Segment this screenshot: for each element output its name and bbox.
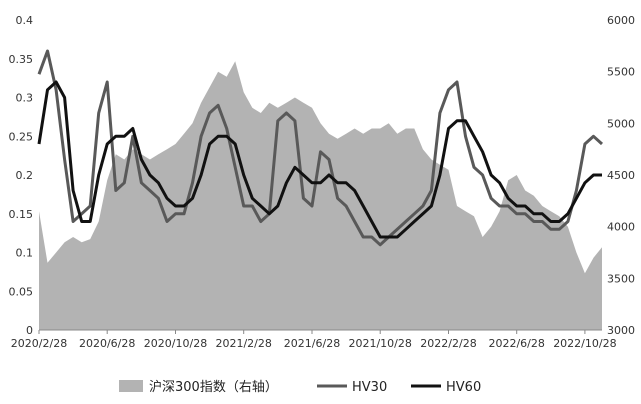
y-left-tick-label: 0.25 xyxy=(9,130,34,143)
y-left-tick-label: 0.35 xyxy=(9,53,34,66)
x-tick-label: 2022/10/28 xyxy=(553,337,616,350)
y-right-tick-label: 4000 xyxy=(607,221,635,234)
y-right-tick-label: 3500 xyxy=(607,272,635,285)
x-tick-label: 2020/2/28 xyxy=(11,337,67,350)
x-tick-label: 2021/6/28 xyxy=(284,337,340,350)
x-tick-label: 2020/6/28 xyxy=(79,337,135,350)
y-left-tick-label: 0.2 xyxy=(16,169,34,182)
hv60-line xyxy=(37,80,602,239)
x-tick-label: 2021/2/28 xyxy=(215,337,271,350)
y-right-tick-label: 3000 xyxy=(607,324,635,337)
legend-label-hv60: HV60 xyxy=(446,380,481,395)
y-left-tick-label: 0.1 xyxy=(16,247,34,260)
y-right-axis: 3000 3500 4000 4500 5000 5500 6000 xyxy=(607,14,635,337)
legend: 沪深300指数（右轴） HV30 HV60 xyxy=(119,379,481,395)
y-left-tick-label: 0.4 xyxy=(16,14,34,27)
x-axis: 2020/2/28 2020/6/28 2020/10/28 2021/2/28 202… xyxy=(11,330,617,350)
legend-swatch-csi300 xyxy=(119,380,143,392)
y-left-tick-label: 0 xyxy=(26,324,33,337)
y-left-tick-label: 0.3 xyxy=(16,92,34,105)
y-right-tick-label: 4500 xyxy=(607,169,635,182)
y-right-tick-label: 5500 xyxy=(607,66,635,79)
y-right-tick-label: 6000 xyxy=(607,14,635,27)
y-right-tick-label: 5000 xyxy=(607,117,635,130)
y-left-axis: 0 0.05 0.1 0.15 0.2 0.25 0.3 0.35 0.4 xyxy=(9,14,34,337)
x-tick-label: 2022/2/28 xyxy=(420,337,476,350)
csi300-area xyxy=(39,61,602,331)
legend-label-hv30: HV30 xyxy=(352,380,387,395)
legend-label-csi300: 沪深300指数（右轴） xyxy=(149,379,278,395)
x-tick-label: 2022/6/28 xyxy=(488,337,544,350)
hv30-line xyxy=(37,49,604,247)
y-left-tick-label: 0.05 xyxy=(9,285,34,298)
y-left-tick-label: 0.15 xyxy=(9,208,34,221)
plot-area xyxy=(37,49,604,331)
x-tick-label: 2021/10/28 xyxy=(348,337,411,350)
x-tick-label: 2020/10/28 xyxy=(144,337,207,350)
